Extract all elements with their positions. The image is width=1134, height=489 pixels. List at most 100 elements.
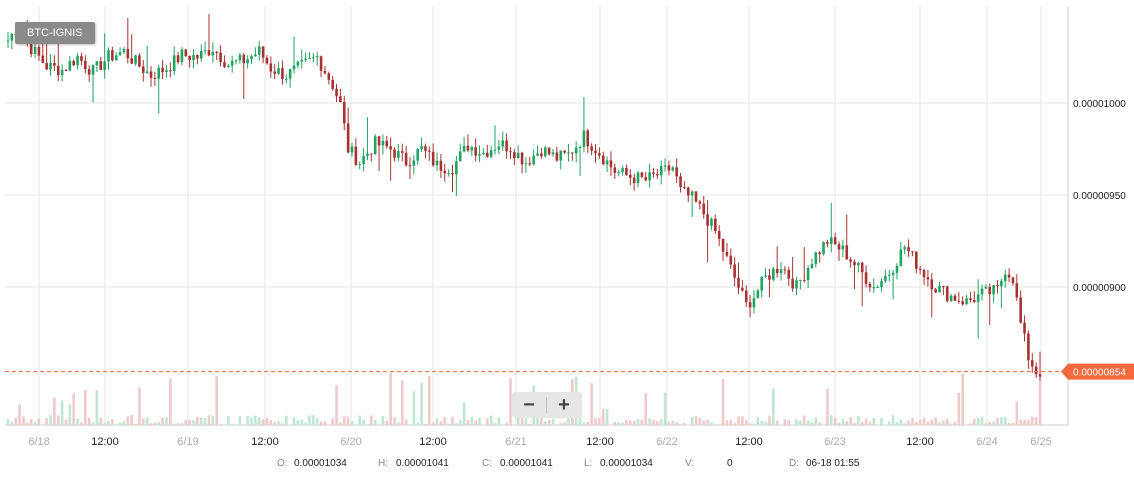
volume-bar <box>443 417 446 425</box>
candle-body <box>521 153 524 165</box>
candle-body <box>509 151 512 152</box>
volume-bar <box>401 380 404 425</box>
volume-bar <box>459 420 462 425</box>
x-tick-label: 12:00 <box>735 436 763 448</box>
candle-body <box>532 156 535 165</box>
volume-bar <box>536 417 539 425</box>
volume-bar <box>184 420 187 425</box>
candle-body <box>65 70 68 71</box>
candle-body <box>463 146 466 152</box>
volume-bar <box>567 418 570 425</box>
volume-bar <box>262 419 265 425</box>
volume-bar <box>861 422 864 425</box>
volume-bar <box>625 420 628 425</box>
candle-body <box>169 70 172 71</box>
candle-body <box>142 67 145 73</box>
candle-body <box>123 49 126 52</box>
zoom-out-button[interactable]: − <box>512 392 546 418</box>
volume-bar <box>961 374 964 425</box>
candle-body <box>687 188 690 196</box>
volume-bar <box>1004 417 1007 425</box>
volume-bar <box>53 398 56 425</box>
candle-body <box>177 55 180 62</box>
candle-body <box>826 242 829 244</box>
volume-bar <box>842 419 845 425</box>
candle-body <box>258 46 261 54</box>
volume-bar <box>212 416 215 425</box>
candle-body <box>513 152 516 158</box>
candle-body <box>161 68 164 72</box>
volume-bar <box>358 416 361 425</box>
candle-body <box>695 191 698 201</box>
candle-body <box>242 55 245 63</box>
candle-body <box>961 301 964 304</box>
candle-body <box>556 152 559 160</box>
candle-body <box>119 52 122 55</box>
candle-body <box>339 96 342 102</box>
volume-bar <box>26 423 29 425</box>
volume-bar <box>741 416 744 425</box>
candle-body <box>942 286 945 287</box>
volume-bar <box>896 422 899 425</box>
volume-bar <box>343 416 346 425</box>
volume-bar <box>633 421 636 425</box>
volume-bar <box>157 422 160 425</box>
candle-body <box>420 146 423 149</box>
candle-body <box>1023 323 1026 334</box>
candle-body <box>416 149 419 160</box>
candle-body <box>865 272 868 284</box>
volume-bar <box>413 391 416 425</box>
candle-body <box>764 275 767 276</box>
candle-body <box>795 280 798 288</box>
candle-body <box>579 147 582 148</box>
volume-bar <box>996 418 999 425</box>
candle-body <box>702 204 705 215</box>
ohlc-open-value: 0.00001034 <box>294 458 347 469</box>
volume-bar <box>563 422 566 425</box>
ohlc-volume-value: 0 <box>727 458 733 469</box>
volume-bar <box>370 415 373 425</box>
candle-body <box>366 154 369 156</box>
candle-body <box>154 78 157 79</box>
volume-bar <box>192 420 195 425</box>
volume-bar <box>656 421 659 425</box>
candle-body <box>212 52 215 56</box>
volume-bar <box>679 424 682 425</box>
candle-body <box>459 151 462 161</box>
candle-body <box>1035 366 1038 374</box>
candle-body <box>528 163 531 164</box>
volume-bar <box>869 422 872 425</box>
volume-bar <box>594 418 597 425</box>
candle-body <box>181 50 184 63</box>
volume-bar <box>14 418 17 425</box>
volume-bar <box>281 423 284 425</box>
volume-bar <box>1039 380 1042 425</box>
volume-bar <box>923 417 926 425</box>
x-tick-label: 6/19 <box>177 436 198 448</box>
candle-body <box>583 131 586 147</box>
candle-body <box>652 172 655 174</box>
volume-bar <box>559 423 562 425</box>
volume-bar <box>494 423 497 425</box>
volume-bar <box>7 419 10 425</box>
volume-bar <box>845 421 848 425</box>
ohlc-date-value: 06-18 01:55 <box>806 458 859 469</box>
candle-body <box>625 168 628 175</box>
candle-body <box>385 141 388 147</box>
candle-body <box>297 62 300 66</box>
volume-bar <box>30 419 33 425</box>
volume-bar <box>981 417 984 425</box>
volume-bar <box>428 376 431 425</box>
volume-bar <box>420 383 423 425</box>
candle-body <box>115 55 118 60</box>
candle-body <box>896 266 899 273</box>
candle-body <box>41 56 44 63</box>
candle-body <box>552 152 555 154</box>
candle-body <box>270 63 273 71</box>
volume-bar <box>664 392 667 425</box>
x-tick-label: 6/18 <box>28 436 49 448</box>
x-tick-label: 12:00 <box>586 436 614 448</box>
volume-bar <box>119 423 122 425</box>
zoom-in-button[interactable]: + <box>547 392 581 418</box>
zoom-controls: − + <box>512 392 582 418</box>
